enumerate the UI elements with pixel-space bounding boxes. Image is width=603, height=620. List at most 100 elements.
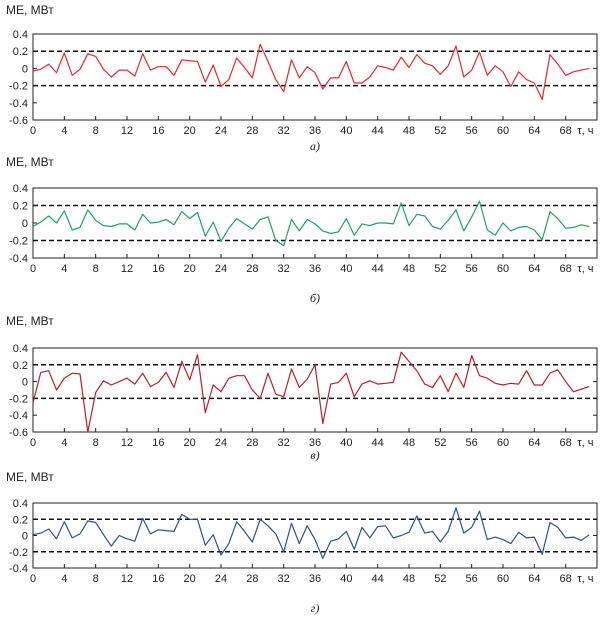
x-tick-label: 8 <box>93 263 99 275</box>
panel-caption: в) <box>310 448 319 462</box>
y-tick-label: 0 <box>22 377 28 389</box>
x-tick-label: 64 <box>528 263 540 275</box>
x-tick-label: 4 <box>61 125 67 137</box>
x-tick-label: 40 <box>340 125 352 137</box>
y-axis-label: ME, МВт <box>6 155 54 169</box>
x-tick-label: 4 <box>61 573 67 585</box>
y-tick-label: 0.4 <box>13 183 28 195</box>
x-tick-label: 16 <box>152 437 164 449</box>
y-tick-label: -0.6 <box>9 427 28 439</box>
x-tick-label: 56 <box>466 573 478 585</box>
panel-caption: г) <box>311 601 320 615</box>
x-tick-label: 52 <box>434 437 446 449</box>
x-tick-label: 56 <box>466 263 478 275</box>
y-tick-label: 0 <box>22 531 28 543</box>
x-tick-label: 60 <box>497 125 509 137</box>
y-tick-label: -0.2 <box>9 393 28 405</box>
x-tick-label: 32 <box>278 437 290 449</box>
y-tick-label: -0.4 <box>9 563 28 575</box>
x-tick-label: 44 <box>372 263 384 275</box>
y-tick-label: 0.4 <box>13 29 28 41</box>
x-tick-label: 52 <box>434 125 446 137</box>
x-tick-label: 68 <box>560 125 572 137</box>
y-tick-label: -0.6 <box>9 115 28 127</box>
x-tick-label: 0 <box>30 125 36 137</box>
x-tick-label: 44 <box>372 437 384 449</box>
x-tick-label: 24 <box>215 263 227 275</box>
series-line <box>32 351 590 433</box>
x-tick-label: 12 <box>121 125 133 137</box>
x-tick-label: 32 <box>278 125 290 137</box>
y-tick-label: 0 <box>22 218 28 230</box>
series-line <box>32 507 590 559</box>
x-tick-label: 36 <box>309 125 321 137</box>
x-tick-label: 0 <box>30 437 36 449</box>
x-tick-label: 68 <box>560 573 572 585</box>
x-tick-label: 16 <box>152 125 164 137</box>
x-axis-label: τ, ч <box>577 573 593 585</box>
x-tick-label: 40 <box>340 437 352 449</box>
x-axis-label: τ, ч <box>577 263 593 275</box>
x-tick-label: 32 <box>278 263 290 275</box>
x-tick-label: 52 <box>434 263 446 275</box>
x-tick-label: 28 <box>246 125 258 137</box>
series-line <box>32 43 590 101</box>
x-tick-label: 0 <box>30 573 36 585</box>
panel-caption: а) <box>310 139 320 153</box>
y-tick-label: -0.2 <box>9 236 28 248</box>
x-tick-label: 68 <box>560 263 572 275</box>
y-tick-label: 0.4 <box>13 343 28 355</box>
x-tick-label: 16 <box>152 263 164 275</box>
y-tick-label: 0.2 <box>13 46 28 58</box>
y-axis-label: ME, МВт <box>6 470 54 484</box>
x-tick-label: 12 <box>121 573 133 585</box>
x-tick-label: 20 <box>184 125 196 137</box>
x-tick-label: 40 <box>340 263 352 275</box>
y-tick-label: -0.4 <box>9 253 28 265</box>
y-tick-label: 0 <box>22 63 28 75</box>
x-tick-label: 52 <box>434 573 446 585</box>
x-tick-label: 36 <box>309 573 321 585</box>
x-tick-label: 24 <box>215 573 227 585</box>
x-tick-label: 64 <box>528 437 540 449</box>
x-tick-label: 16 <box>152 573 164 585</box>
x-tick-label: 60 <box>497 573 509 585</box>
y-axis-label: ME, МВт <box>6 3 54 17</box>
y-tick-label: -0.2 <box>9 547 28 559</box>
x-tick-label: 44 <box>372 573 384 585</box>
y-tick-label: -0.4 <box>9 410 28 422</box>
x-tick-label: 44 <box>372 125 384 137</box>
x-tick-label: 8 <box>93 125 99 137</box>
x-tick-label: 60 <box>497 437 509 449</box>
x-tick-label: 56 <box>466 125 478 137</box>
x-tick-label: 8 <box>93 573 99 585</box>
x-tick-label: 24 <box>215 437 227 449</box>
x-axis-label: τ, ч <box>577 437 593 449</box>
x-tick-label: 28 <box>246 573 258 585</box>
x-tick-label: 12 <box>121 437 133 449</box>
x-tick-label: 20 <box>184 263 196 275</box>
x-tick-label: 36 <box>309 263 321 275</box>
y-tick-label: 0.4 <box>13 498 28 510</box>
x-tick-label: 28 <box>246 437 258 449</box>
y-tick-label: 0.2 <box>13 360 28 372</box>
x-axis-label: τ, ч <box>577 125 593 137</box>
x-tick-label: 36 <box>309 437 321 449</box>
x-tick-label: 60 <box>497 263 509 275</box>
x-tick-label: 48 <box>403 263 415 275</box>
x-tick-label: 68 <box>560 437 572 449</box>
x-tick-label: 40 <box>340 573 352 585</box>
x-tick-label: 32 <box>278 573 290 585</box>
x-tick-label: 28 <box>246 263 258 275</box>
x-tick-label: 64 <box>528 125 540 137</box>
x-tick-label: 24 <box>215 125 227 137</box>
x-tick-label: 12 <box>121 263 133 275</box>
plot-frame <box>32 347 598 433</box>
y-tick-label: 0.2 <box>13 201 28 213</box>
panel-caption: б) <box>310 291 320 305</box>
y-axis-label: ME, МВт <box>6 314 54 328</box>
